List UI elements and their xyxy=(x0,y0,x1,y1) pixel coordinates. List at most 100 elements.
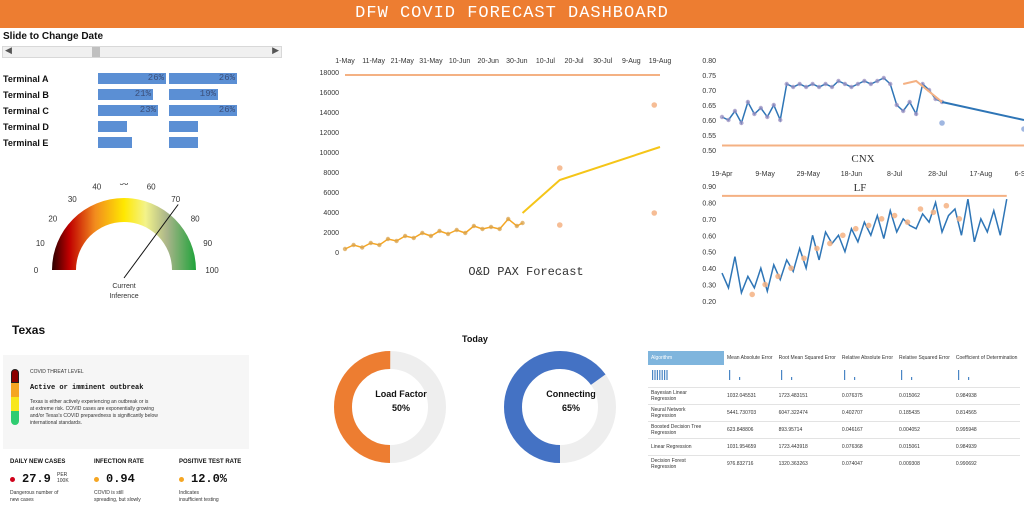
series-line-observed xyxy=(344,217,523,250)
table-cell: 1723.443918 xyxy=(775,438,839,456)
scroll-right-icon[interactable]: ▶ xyxy=(272,45,279,55)
data-point xyxy=(840,232,846,239)
x-tick-label: 8-Jul xyxy=(887,171,903,178)
y-tick-label: 2000 xyxy=(323,230,339,237)
series-line-model xyxy=(941,101,1024,121)
gauge-tick-label: 70 xyxy=(171,195,180,204)
algorithm-name: Bayesian Linear xyxy=(651,390,687,396)
stat-desc-1: COVID is still xyxy=(94,490,124,496)
table-cell: 5441.730703 xyxy=(724,404,776,422)
y-tick-label: 0.70 xyxy=(702,217,716,224)
threat-meter-icon xyxy=(11,369,19,425)
y-tick-label: 16000 xyxy=(320,90,340,97)
load-factor-donut xyxy=(334,351,446,463)
table-cell: 0.015062 xyxy=(896,387,953,405)
data-point xyxy=(520,220,525,226)
y-tick-label: 12000 xyxy=(320,130,340,137)
data-point xyxy=(732,108,738,114)
table-header: Algorithm xyxy=(648,351,724,365)
date-slider[interactable]: ◀ ▶ xyxy=(2,45,282,58)
x-tick-label: 1-May xyxy=(335,58,355,65)
stat-dot-icon xyxy=(10,477,15,482)
x-tick-label: 20-Jun xyxy=(477,58,499,65)
stat-desc-2: new cases xyxy=(10,497,34,503)
data-point xyxy=(342,246,348,252)
data-point xyxy=(852,225,859,232)
gauge-tick-label: 40 xyxy=(92,183,101,191)
data-point xyxy=(894,102,899,108)
data-point xyxy=(428,233,434,239)
data-point xyxy=(556,165,563,171)
table-cell: 6047.322474 xyxy=(775,404,839,422)
threat-description-4: international standards. xyxy=(30,420,82,426)
sparkline-icon xyxy=(843,370,856,380)
data-point xyxy=(454,227,459,233)
terminal-bar-primary: 23% xyxy=(98,105,158,116)
chart-title: LF xyxy=(854,182,867,194)
data-point xyxy=(907,99,912,105)
stat-dot-icon xyxy=(179,477,184,482)
table-row: Decision Forest Regression 976.832716 1320.… xyxy=(648,455,1021,472)
y-tick-label: 0.50 xyxy=(702,148,716,155)
x-tick-label: 21-May xyxy=(391,58,415,65)
series-line-forecast xyxy=(521,146,661,214)
stat-header: DAILY NEW CASES xyxy=(10,459,66,465)
y-tick-label: 10000 xyxy=(320,150,340,157)
table-row: Bayesian Linear Regression 1032.045531 1723… xyxy=(648,387,1021,405)
table-cell: 976.832716 xyxy=(724,455,776,472)
gauge-tick-label: 100 xyxy=(205,266,219,275)
donut-fill xyxy=(334,351,446,463)
terminal-label: Terminal A xyxy=(3,74,49,84)
data-point xyxy=(497,226,502,232)
data-point xyxy=(445,231,451,237)
algorithm-name: Neural Network xyxy=(651,407,686,413)
table-cell: 0.076375 xyxy=(838,387,896,405)
x-tick-label: 11-May xyxy=(362,58,385,65)
table-header: Relative Squared Error xyxy=(899,355,950,361)
slider-thumb[interactable] xyxy=(92,47,100,57)
gauge-label-line2: Inference xyxy=(109,293,138,300)
table-cell: 623.848806 xyxy=(724,421,776,439)
table-cell: 0.402707 xyxy=(838,404,896,422)
table-cell: 1723.483151 xyxy=(775,387,839,405)
data-point xyxy=(749,291,755,298)
threat-description-2: at extreme risk. COVID cases are exponen… xyxy=(30,406,154,412)
data-point xyxy=(801,255,807,262)
stat-desc-2: insufficient testing xyxy=(179,497,219,503)
data-point xyxy=(775,273,781,280)
data-point xyxy=(402,233,408,239)
table-header: Root Mean Squared Error xyxy=(778,355,836,361)
x-tick-label: 19-Apr xyxy=(711,171,733,178)
gauge-tick-label: 80 xyxy=(191,214,200,223)
y-tick-label: 0.60 xyxy=(702,233,716,240)
data-point xyxy=(868,81,874,87)
scroll-left-icon[interactable]: ◀ xyxy=(5,45,12,55)
y-tick-label: 0.50 xyxy=(702,250,716,257)
table-header: Coefficient of Determination xyxy=(955,355,1018,361)
algorithm-name-line2: Regression xyxy=(651,396,677,402)
table-cell: 893.95714 xyxy=(775,421,839,439)
data-point xyxy=(956,216,963,222)
terminal-bar-primary xyxy=(98,137,132,148)
stat-value: 12.0% xyxy=(191,472,228,486)
y-tick-label: 6000 xyxy=(323,190,339,197)
table-cell: 0.074047 xyxy=(838,455,896,472)
sparkline-icon xyxy=(957,370,970,380)
stat-value: 0.94 xyxy=(106,472,135,486)
data-point xyxy=(739,120,744,126)
x-tick-label: 31-May xyxy=(419,58,443,65)
stat-desc-1: Dangerous number of xyxy=(10,490,59,496)
terminal-bar-secondary: 26% xyxy=(169,105,237,116)
threat-card: COVID THREAT LEVEL Active or imminent ou… xyxy=(3,355,249,449)
stat-header: POSITIVE TEST RATE xyxy=(179,459,242,465)
threat-level-label: COVID THREAT LEVEL xyxy=(30,369,84,375)
data-point xyxy=(891,212,898,219)
table-cell: 1320.363263 xyxy=(775,455,839,472)
table-cell: 0.185435 xyxy=(896,404,953,422)
gauge-tick-label: 20 xyxy=(48,214,57,223)
terminal-bar-primary: 26% xyxy=(98,73,166,84)
data-point xyxy=(463,230,468,236)
data-point xyxy=(506,216,511,222)
x-tick-label: 10-Jun xyxy=(449,58,471,65)
data-point xyxy=(752,111,757,117)
